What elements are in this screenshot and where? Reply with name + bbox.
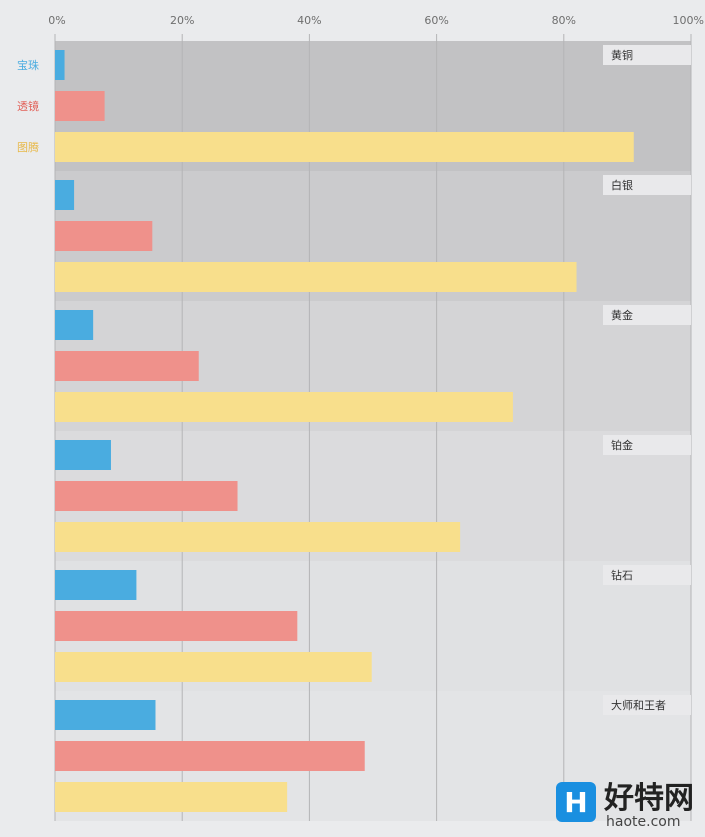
x-tick-label: 0% [48, 14, 65, 27]
tier-label-bg [603, 565, 691, 585]
bar [55, 50, 65, 80]
watermark: H 好特网 haote.com [556, 781, 694, 830]
tier-label: 大师和王者 [611, 698, 666, 712]
tier-label: 黄金 [611, 308, 633, 322]
bar [55, 782, 288, 812]
watermark-logo-letter: H [564, 786, 587, 819]
bar [55, 262, 577, 292]
bar [55, 611, 298, 641]
tier-label: 黄铜 [611, 48, 633, 62]
bar [55, 440, 111, 470]
bar [55, 741, 365, 771]
watermark-logo-icon [556, 782, 596, 822]
bar [55, 570, 137, 600]
x-tick-label: 20% [170, 14, 194, 27]
tier-label: 钻石 [611, 568, 633, 582]
watermark-url: haote.com [606, 814, 680, 830]
grid-lines [54, 34, 692, 821]
x-tick-label: 60% [424, 14, 448, 27]
bar [55, 351, 199, 381]
bar [55, 221, 153, 251]
tier-label-bg [603, 695, 691, 715]
tier-label-bg [603, 305, 691, 325]
tier-label-bg [603, 175, 691, 195]
watermark-text: 好特网 [603, 781, 694, 816]
x-tick-label: 80% [552, 14, 576, 27]
tier-label-bg [603, 435, 691, 455]
tier-label-bg [603, 45, 691, 65]
bar [55, 700, 156, 730]
bars [55, 50, 634, 812]
bar [55, 132, 634, 162]
bar [55, 652, 372, 682]
x-tick-label: 40% [297, 14, 321, 27]
bar [55, 310, 94, 340]
x-axis-ticks: 0% 20% 40% 60% 80% 100% [48, 14, 704, 27]
tier-label: 铂金 [611, 438, 633, 452]
x-tick-label: 100% [673, 14, 704, 27]
legend-label: 图腾 [17, 140, 39, 154]
bar [55, 91, 105, 121]
tier-label: 白银 [611, 178, 633, 192]
bar [55, 180, 75, 210]
legend-label: 透镜 [17, 99, 39, 113]
bar [55, 481, 238, 511]
legend-label: 宝珠 [17, 58, 39, 72]
bar [55, 392, 513, 422]
bar [55, 522, 461, 552]
